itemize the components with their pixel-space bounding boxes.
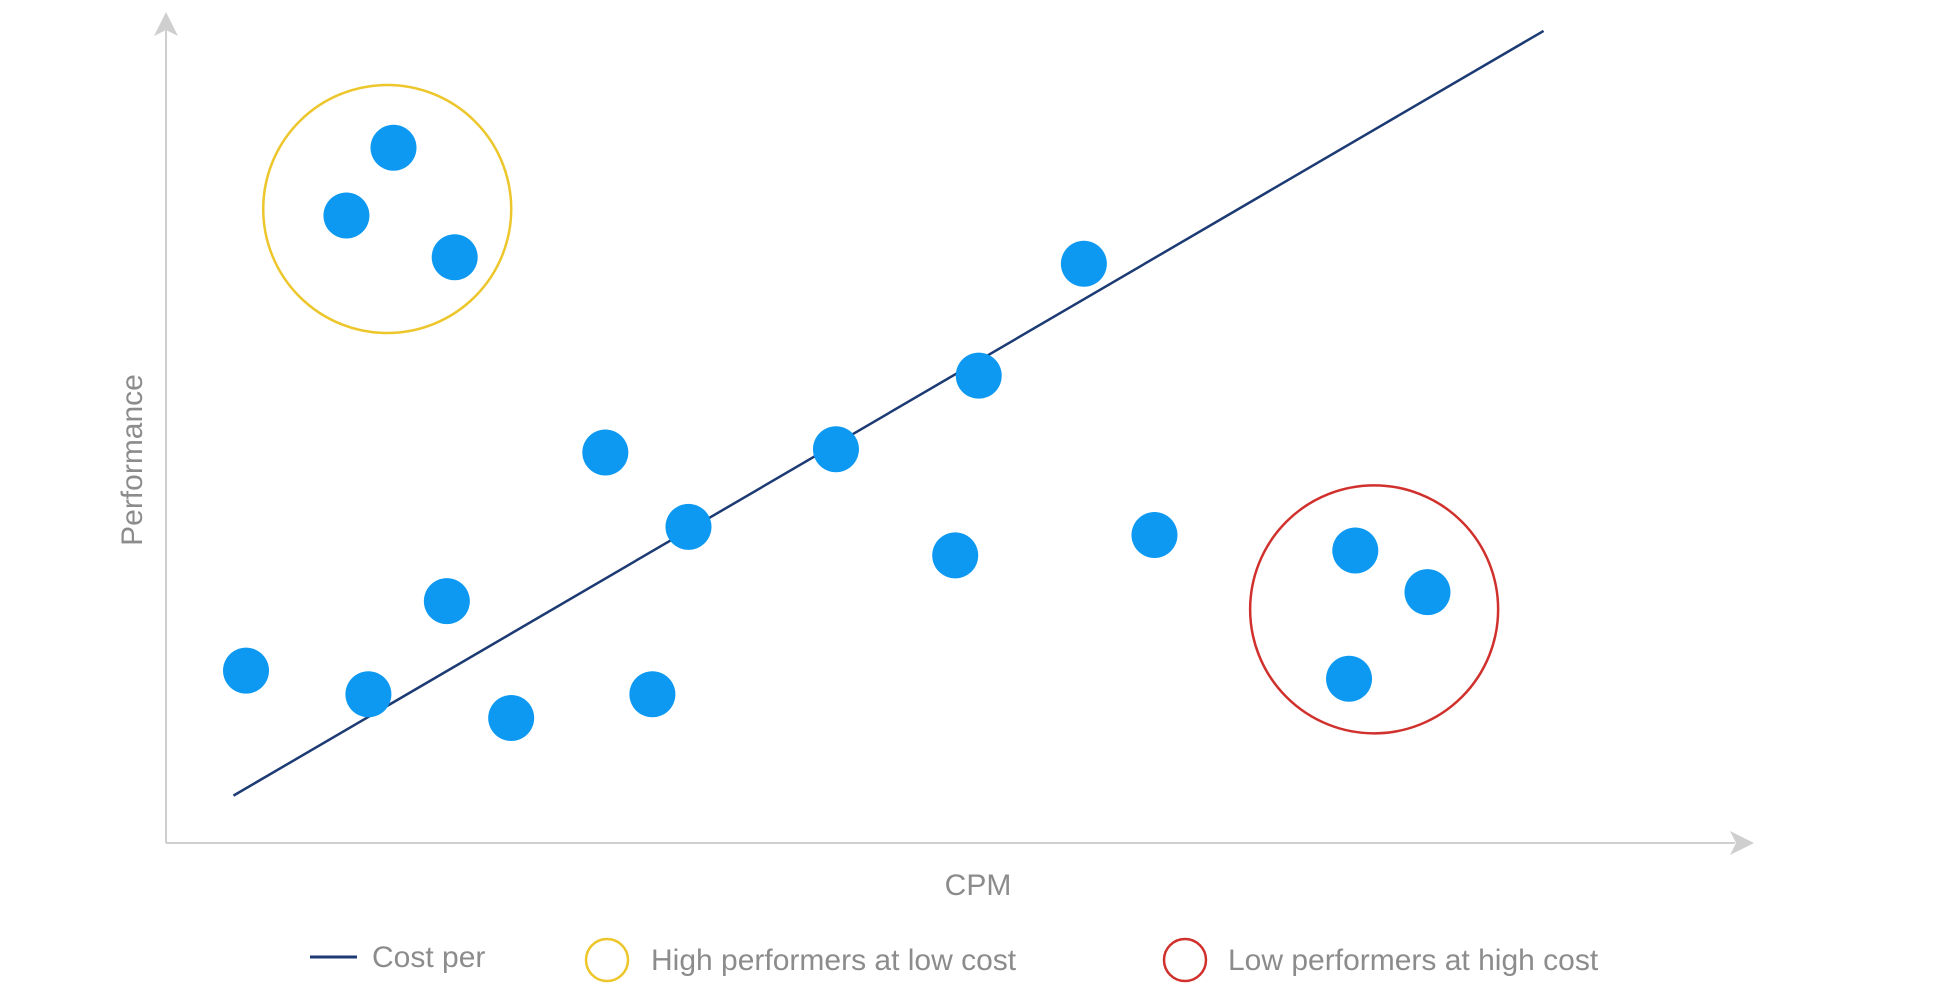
data-point-1 bbox=[223, 647, 270, 694]
data-point-3 bbox=[423, 578, 470, 625]
data-point-12 bbox=[1131, 511, 1178, 558]
data-point-17 bbox=[1404, 569, 1451, 616]
axes: CPM Performance bbox=[116, 12, 1754, 902]
data-point-11 bbox=[1060, 240, 1107, 287]
data-points bbox=[223, 124, 1451, 741]
data-point-5 bbox=[582, 429, 629, 476]
data-point-8 bbox=[812, 426, 859, 473]
data-point-18 bbox=[1326, 655, 1373, 702]
data-point-13 bbox=[323, 192, 370, 239]
data-point-7 bbox=[665, 503, 712, 550]
x-axis-arrow bbox=[1730, 831, 1754, 855]
legend-label-low-performers: Low performers at high cost bbox=[1228, 944, 1599, 977]
legend-label-high-performers: High performers at low cost bbox=[651, 944, 1017, 977]
data-point-4 bbox=[488, 694, 535, 741]
trend-line-group bbox=[232, 29, 1545, 797]
data-point-2 bbox=[345, 671, 392, 718]
highlight-circle-low-performers bbox=[1248, 484, 1500, 735]
trend-line bbox=[232, 29, 1545, 797]
y-axis-label: Performance bbox=[116, 374, 149, 546]
x-axis-label: CPM bbox=[945, 869, 1012, 902]
legend-label-cost-per: Cost per bbox=[372, 941, 485, 974]
legend-swatch-low-performers bbox=[1162, 937, 1208, 983]
data-point-14 bbox=[370, 124, 417, 171]
highlight-circles bbox=[261, 83, 1500, 735]
data-point-10 bbox=[955, 352, 1002, 399]
legend: Cost per High performers at low cost Low… bbox=[310, 937, 1599, 983]
data-point-15 bbox=[431, 234, 478, 281]
data-point-6 bbox=[629, 671, 676, 718]
legend-swatch-high-performers bbox=[584, 937, 630, 983]
highlight-circle-high-performers bbox=[261, 83, 513, 335]
data-point-16 bbox=[1332, 527, 1379, 574]
data-point-9 bbox=[932, 532, 979, 579]
y-axis-arrow bbox=[154, 12, 178, 36]
